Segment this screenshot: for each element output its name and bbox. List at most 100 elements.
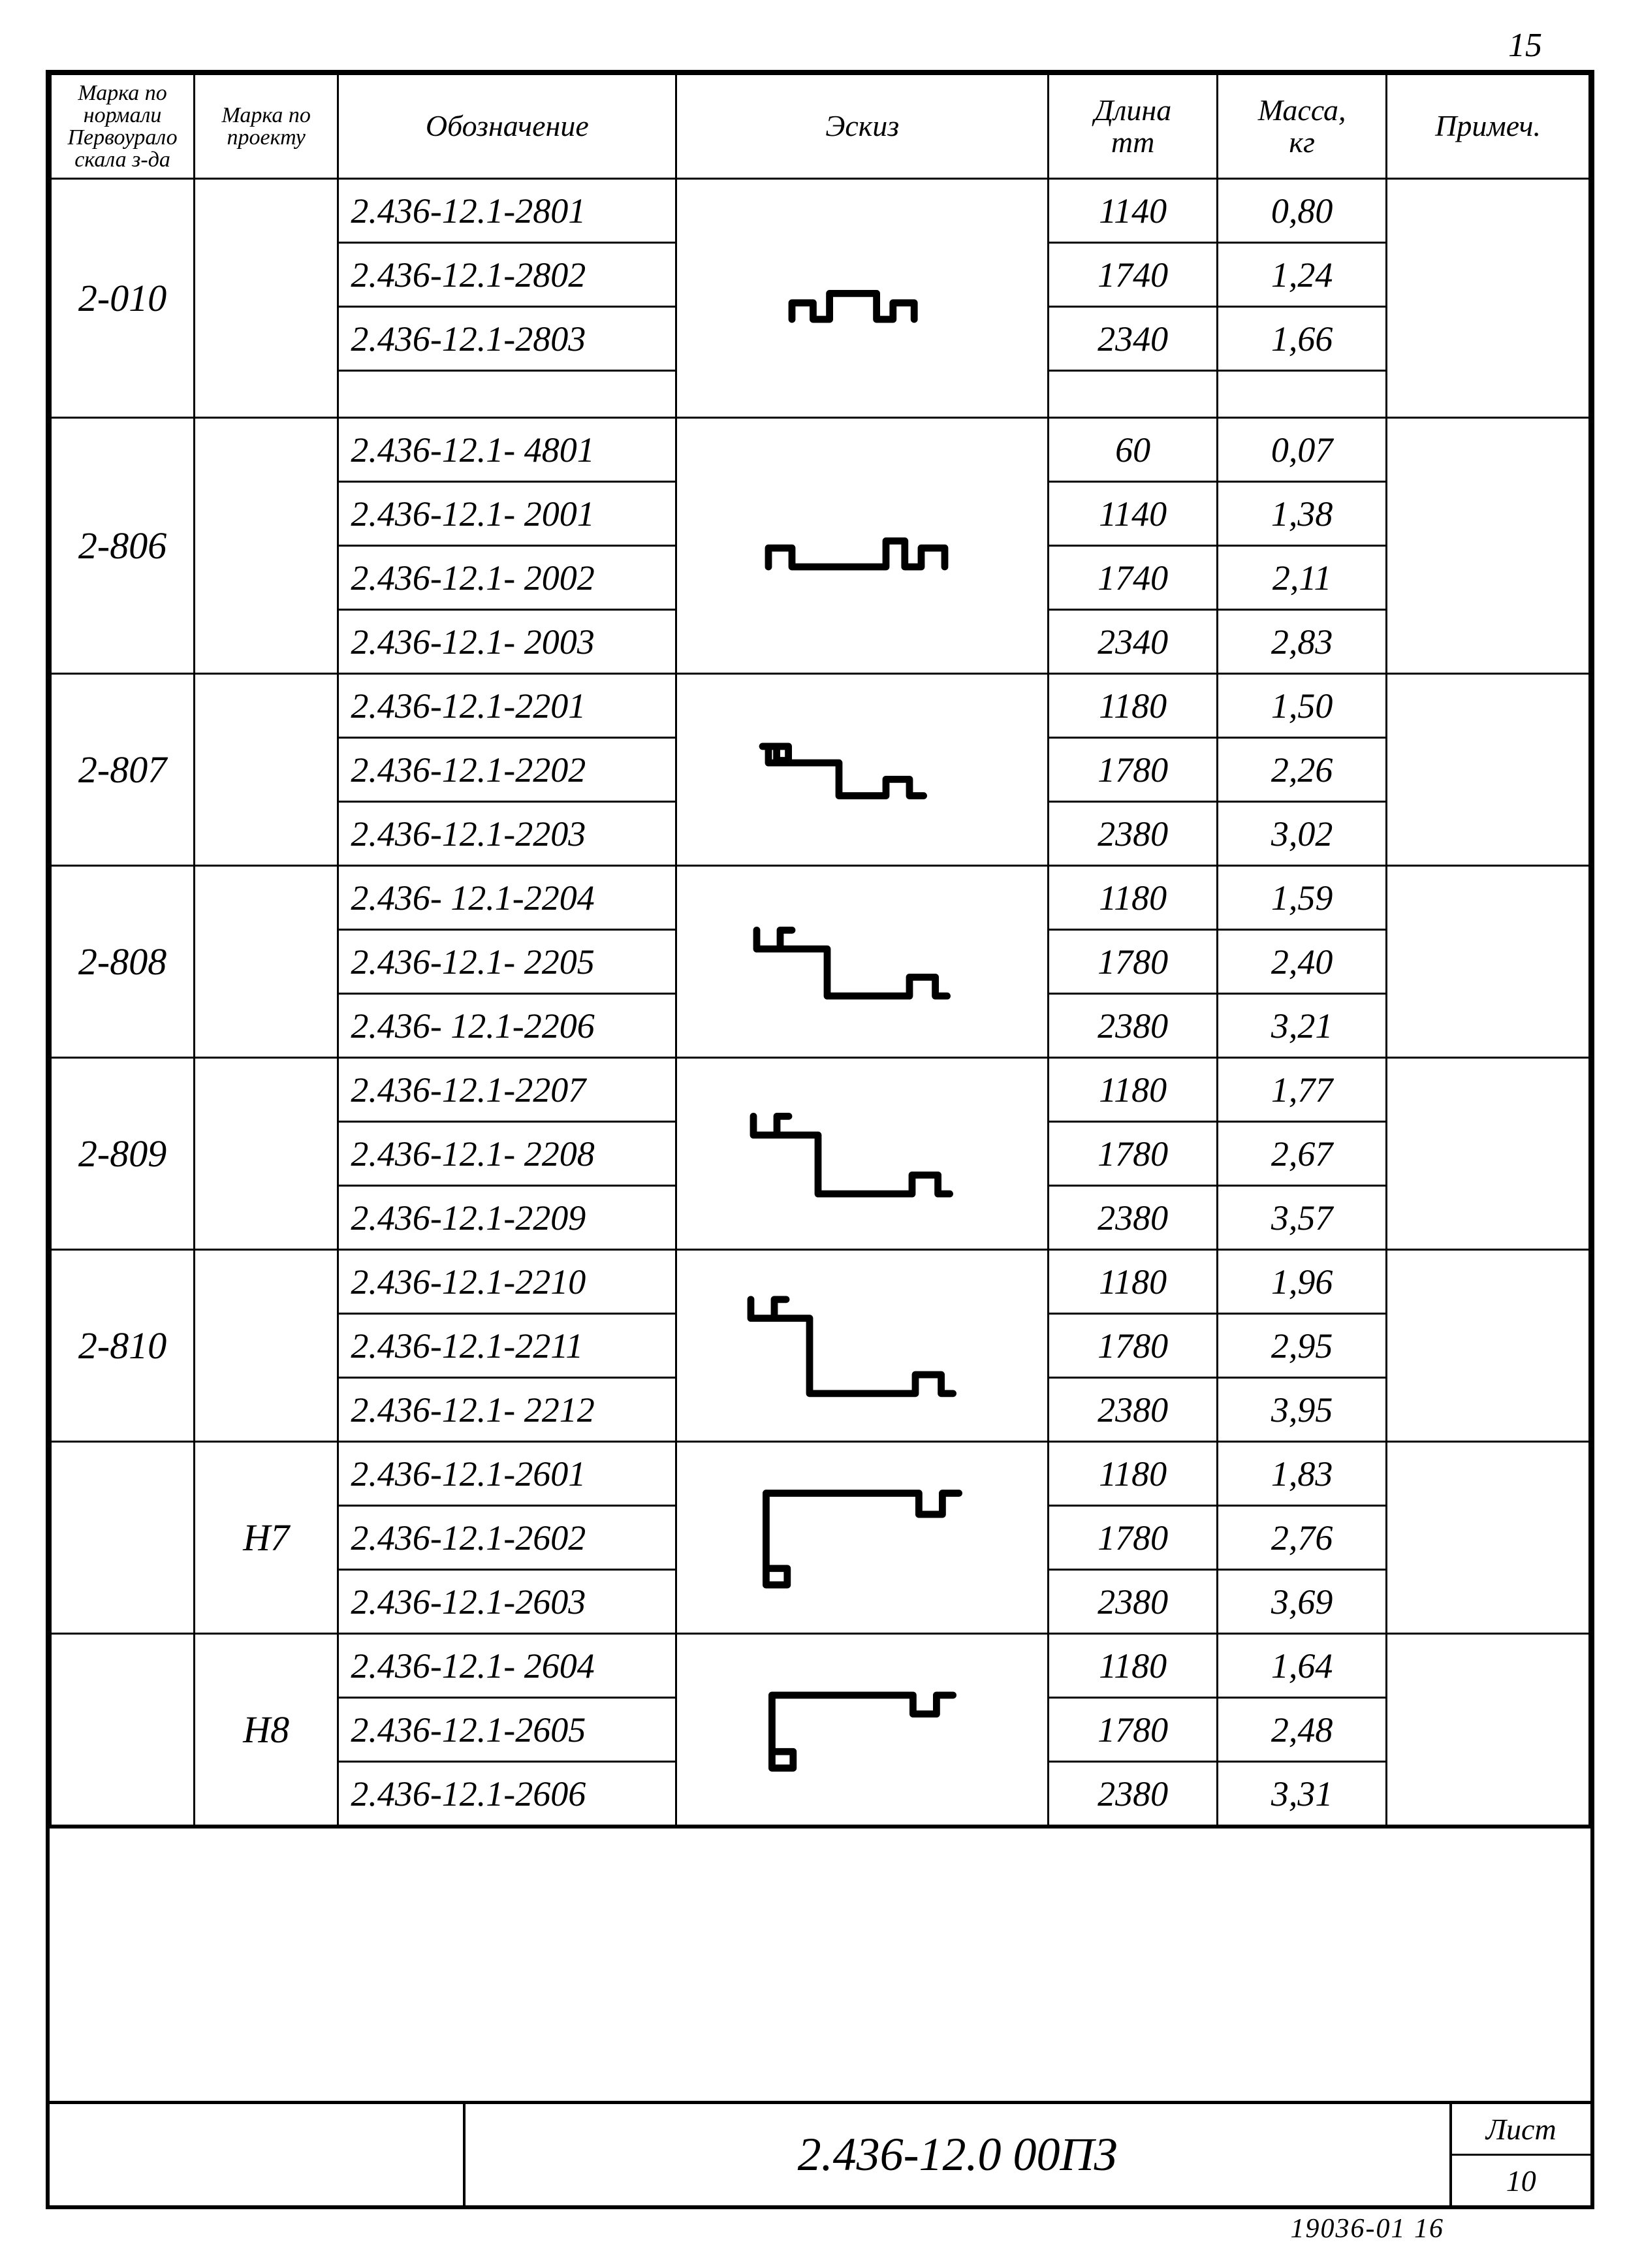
cell-designation: 2.436-12.1- 2212 <box>338 1378 676 1442</box>
cell-marka-project <box>195 674 338 866</box>
cell-marka-project <box>195 418 338 674</box>
cell-sketch <box>676 1058 1049 1250</box>
cell-mass: 2,11 <box>1218 546 1387 610</box>
cell-mass: 2,26 <box>1218 738 1387 802</box>
cell-designation: 2.436-12.1-2803 <box>338 307 676 371</box>
spec-table: Марка по нормали Первоурало скала з-да М… <box>50 73 1590 1827</box>
cell-length: 2380 <box>1049 802 1218 866</box>
sketch-s4 <box>739 880 986 1044</box>
cell-mass: 2,67 <box>1218 1122 1387 1186</box>
table-row: Н82.436-12.1- 2604 11801,64 <box>51 1634 1590 1698</box>
header-mass-unit: кг <box>1289 125 1314 159</box>
cell-marka-normal: 2-806 <box>51 418 195 674</box>
cell-designation: 2.436-12.1-2603 <box>338 1570 676 1634</box>
cell-designation: 2.436-12.1- 2208 <box>338 1122 676 1186</box>
sheet-box: Лист 10 <box>1452 2104 1590 2205</box>
header-designation: Обозначение <box>338 74 676 179</box>
cell-mass: 0,07 <box>1218 418 1387 482</box>
cell-marka-normal <box>51 1442 195 1634</box>
table-row: 2-8102.436-12.1-2210 11801,96 <box>51 1250 1590 1314</box>
cell-sketch <box>676 866 1049 1058</box>
cell-marka-project <box>195 1250 338 1442</box>
cell-length: 1780 <box>1049 738 1218 802</box>
cell-note <box>1387 674 1590 866</box>
cell-length: 1780 <box>1049 1314 1218 1378</box>
cell-designation <box>338 371 676 418</box>
title-block: 2.436-12.0 00ПЗ Лист 10 <box>50 2101 1590 2205</box>
header-length-label: Длина <box>1094 93 1171 127</box>
cell-designation: 2.436- 12.1-2204 <box>338 866 676 930</box>
cell-mass: 0,80 <box>1218 179 1387 243</box>
cell-designation: 2.436-12.1-2207 <box>338 1058 676 1122</box>
cell-marka-project <box>195 1058 338 1250</box>
cell-length: 1180 <box>1049 674 1218 738</box>
table-row: 2-8082.436- 12.1-2204 11801,59 <box>51 866 1590 930</box>
cell-marka-normal <box>51 1634 195 1826</box>
cell-mass: 2,40 <box>1218 930 1387 994</box>
cell-designation: 2.436-12.1- 2205 <box>338 930 676 994</box>
cell-mass: 3,57 <box>1218 1186 1387 1250</box>
cell-mass: 1,77 <box>1218 1058 1387 1122</box>
cell-mass: 1,59 <box>1218 866 1387 930</box>
cell-length: 1140 <box>1049 179 1218 243</box>
cell-note <box>1387 1250 1590 1442</box>
sketch-s3 <box>745 688 980 852</box>
cell-length: 1180 <box>1049 1250 1218 1314</box>
cell-length: 1180 <box>1049 1058 1218 1122</box>
header-mass-label: Масса, <box>1258 93 1346 127</box>
cell-length: 2380 <box>1049 1378 1218 1442</box>
cell-designation: 2.436-12.1-2203 <box>338 802 676 866</box>
cell-mass: 3,21 <box>1218 994 1387 1058</box>
header-length: Длина mm <box>1049 74 1218 179</box>
cell-sketch <box>676 1442 1049 1634</box>
cell-mass: 2,48 <box>1218 1698 1387 1762</box>
cell-designation: 2.436-12.1-2606 <box>338 1762 676 1826</box>
cell-mass: 3,69 <box>1218 1570 1387 1634</box>
cell-mass: 1,38 <box>1218 482 1387 546</box>
cell-mass: 1,24 <box>1218 243 1387 307</box>
header-row: Марка по нормали Первоурало скала з-да М… <box>51 74 1590 179</box>
cell-length: 1780 <box>1049 930 1218 994</box>
sketch-s2 <box>745 437 980 654</box>
cell-designation: 2.436-12.1- 2002 <box>338 546 676 610</box>
cell-length: 2340 <box>1049 307 1218 371</box>
cell-designation: 2.436-12.1- 2001 <box>338 482 676 546</box>
header-mass: Масса, кг <box>1218 74 1387 179</box>
cell-designation: 2.436-12.1-2209 <box>338 1186 676 1250</box>
cell-marka-project: Н8 <box>195 1634 338 1826</box>
cell-note <box>1387 179 1590 418</box>
cell-length: 1180 <box>1049 1442 1218 1506</box>
header-note: Примеч. <box>1387 74 1590 179</box>
cell-sketch <box>676 1250 1049 1442</box>
cell-mass: 1,96 <box>1218 1250 1387 1314</box>
cell-mass: 1,50 <box>1218 674 1387 738</box>
cell-sketch <box>676 179 1049 418</box>
header-sketch: Эскиз <box>676 74 1049 179</box>
cell-length: 1180 <box>1049 1634 1218 1698</box>
cell-length: 1740 <box>1049 546 1218 610</box>
cell-length: 2380 <box>1049 1186 1218 1250</box>
sketch-s5 <box>736 1072 988 1236</box>
cell-note <box>1387 866 1590 1058</box>
drawing-frame: Марка по нормали Первоурало скала з-да М… <box>46 70 1594 2209</box>
cell-mass: 3,31 <box>1218 1762 1387 1826</box>
cell-length <box>1049 371 1218 418</box>
sheet-label: Лист <box>1452 2104 1590 2156</box>
cell-sketch <box>676 674 1049 866</box>
cell-marka-normal: 2-808 <box>51 866 195 1058</box>
cell-mass: 2,83 <box>1218 610 1387 674</box>
cell-length: 1780 <box>1049 1506 1218 1570</box>
cell-designation: 2.436- 12.1-2206 <box>338 994 676 1058</box>
cell-designation: 2.436-12.1-2211 <box>338 1314 676 1378</box>
cell-designation: 2.436-12.1-2801 <box>338 179 676 243</box>
cell-designation: 2.436-12.1- 2604 <box>338 1634 676 1698</box>
cell-length: 2380 <box>1049 994 1218 1058</box>
table-row: 2-0102.436-12.1-2801 11400,80 <box>51 179 1590 243</box>
sketch-s7 <box>745 1456 980 1620</box>
cell-mass: 1,66 <box>1218 307 1387 371</box>
cell-mass: 1,83 <box>1218 1442 1387 1506</box>
cell-marka-normal: 2-809 <box>51 1058 195 1250</box>
title-left-gap <box>50 2104 466 2205</box>
cell-mass <box>1218 371 1387 418</box>
sketch-s6 <box>733 1264 992 1428</box>
